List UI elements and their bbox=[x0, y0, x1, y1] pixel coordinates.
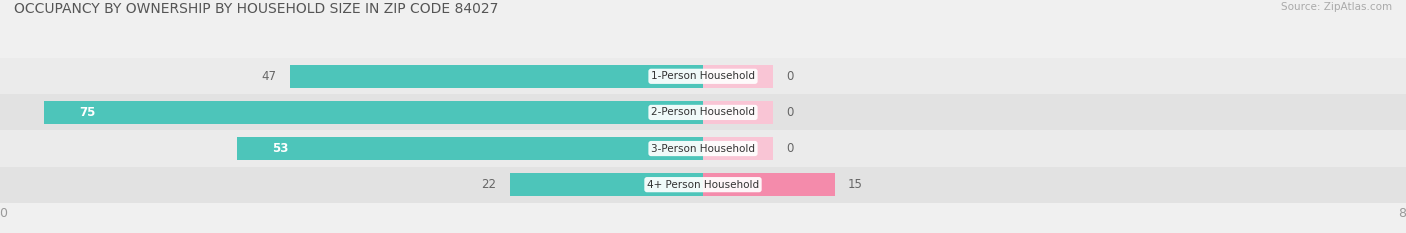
Text: 0: 0 bbox=[786, 142, 794, 155]
Text: 15: 15 bbox=[848, 178, 863, 191]
Text: OCCUPANCY BY OWNERSHIP BY HOUSEHOLD SIZE IN ZIP CODE 84027: OCCUPANCY BY OWNERSHIP BY HOUSEHOLD SIZE… bbox=[14, 2, 499, 16]
Bar bbox=[0, 58, 1406, 94]
Bar bbox=[703, 101, 773, 124]
Bar bbox=[510, 173, 703, 196]
Bar bbox=[238, 137, 703, 160]
Text: 1-Person Household: 1-Person Household bbox=[651, 71, 755, 81]
Bar bbox=[703, 137, 773, 160]
Text: 4+ Person Household: 4+ Person Household bbox=[647, 180, 759, 190]
Text: Source: ZipAtlas.com: Source: ZipAtlas.com bbox=[1281, 2, 1392, 12]
Bar bbox=[290, 65, 703, 88]
Bar bbox=[703, 65, 773, 88]
Bar bbox=[44, 101, 703, 124]
Bar bbox=[703, 173, 835, 196]
Text: 47: 47 bbox=[262, 70, 277, 83]
Bar bbox=[0, 167, 1406, 203]
Text: 3-Person Household: 3-Person Household bbox=[651, 144, 755, 154]
Bar bbox=[0, 130, 1406, 167]
Text: 0: 0 bbox=[786, 106, 794, 119]
Text: 75: 75 bbox=[79, 106, 96, 119]
Text: 0: 0 bbox=[786, 70, 794, 83]
Bar bbox=[0, 94, 1406, 130]
Text: 22: 22 bbox=[481, 178, 496, 191]
Text: 2-Person Household: 2-Person Household bbox=[651, 107, 755, 117]
Text: 53: 53 bbox=[273, 142, 288, 155]
